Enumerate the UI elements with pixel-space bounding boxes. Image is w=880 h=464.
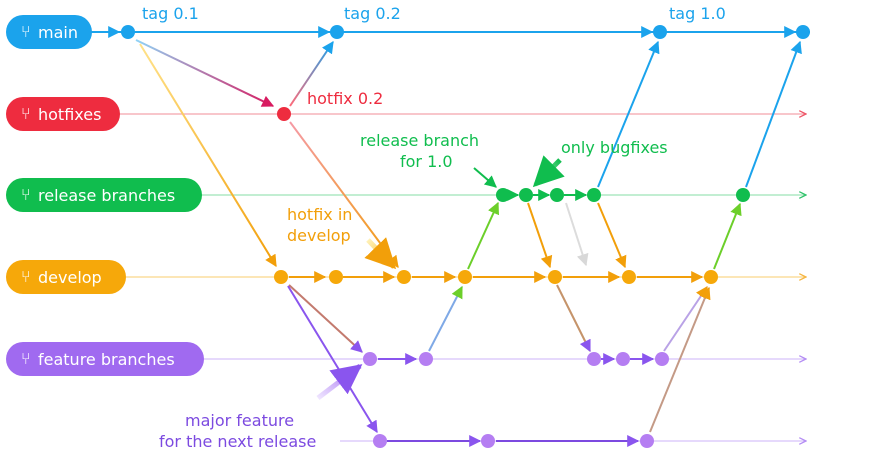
branch-pill-main: ⑂ main	[6, 15, 92, 49]
branch-label-release: release branches	[38, 186, 175, 205]
commit-feature	[655, 352, 669, 366]
commit-feature	[587, 352, 601, 366]
commit-release	[550, 188, 564, 202]
branch-label-main: main	[38, 23, 78, 42]
arrow-develop-to-feature	[288, 284, 363, 353]
arrow-develop-to-major	[287, 285, 378, 434]
commit-develop	[397, 270, 411, 284]
major-feature-label-2: for the next release	[159, 432, 316, 451]
hotfix-in-develop-label-2: develop	[287, 226, 351, 245]
commit-feature	[616, 352, 630, 366]
commit-feature	[363, 352, 377, 366]
branch-label-develop: develop	[38, 268, 102, 287]
pointer-only-bugfixes	[532, 155, 565, 188]
commit-release	[519, 188, 533, 202]
commit-develop	[458, 270, 472, 284]
commit-release	[587, 188, 601, 202]
branch-pill-release: ⑂ release branches	[6, 178, 202, 212]
annotation-pointers	[316, 155, 565, 400]
branch-pill-hotfixes: ⑂ hotfixes	[6, 97, 120, 131]
release-branch-label-2: for 1.0	[400, 152, 453, 171]
branch-pill-feature: ⑂ feature branches	[6, 342, 204, 376]
commit-main	[121, 25, 135, 39]
arrow-release-to-main-b	[745, 40, 802, 188]
arrow-release-to-develop-a	[527, 202, 553, 269]
branch-icon: ⑂	[21, 22, 31, 41]
tag-label-0-2: tag 0.2	[344, 4, 401, 23]
arrow-main-to-hotfix	[135, 39, 275, 107]
commit-major-feature	[640, 434, 654, 448]
tag-label-0-1: tag 0.1	[142, 4, 199, 23]
branch-icon: ⑂	[21, 104, 31, 123]
branch-labels: ⑂ main ⑂ hotfixes ⑂ release branches ⑂ d…	[6, 15, 204, 376]
arrow-feature-to-develop-b	[663, 286, 708, 352]
branch-icon: ⑂	[21, 185, 31, 204]
pointer-hotfix-in-develop	[364, 237, 397, 270]
commit-release	[496, 188, 510, 202]
hotfix-in-develop-label: hotfix in	[287, 205, 352, 224]
arrow-release-faded	[565, 202, 589, 267]
arrow-develop-to-feature-b	[556, 284, 591, 353]
arrow-feature-to-develop	[428, 285, 463, 352]
only-bugfixes-label: only bugfixes	[561, 138, 668, 157]
commit-main	[796, 25, 810, 39]
branch-pill-develop: ⑂ develop	[6, 260, 126, 294]
arrow-hotfix-to-main	[289, 41, 334, 107]
commit-feature	[419, 352, 433, 366]
pointer-release-branch	[473, 167, 497, 188]
arrow-main-to-develop	[139, 43, 277, 268]
branch-label-hotfixes: hotfixes	[38, 105, 101, 124]
commit-nodes	[121, 25, 810, 448]
pointer-major-feature	[316, 364, 363, 400]
arrow-develop-to-release-b	[713, 202, 742, 270]
branch-icon: ⑂	[21, 349, 31, 368]
major-feature-label: major feature	[185, 411, 294, 430]
commit-develop	[622, 270, 636, 284]
commit-main	[330, 25, 344, 39]
arrow-major-to-develop	[649, 286, 711, 433]
annotations: tag 0.1 tag 0.2 tag 1.0 hotfix 0.2 relea…	[142, 4, 726, 451]
commit-develop	[548, 270, 562, 284]
commit-release	[736, 188, 750, 202]
hotfix-label: hotfix 0.2	[307, 89, 383, 108]
commit-develop	[274, 270, 288, 284]
release-branch-label: release branch	[360, 131, 479, 150]
arrow-develop-to-release	[467, 201, 499, 270]
branch-icon: ⑂	[21, 267, 31, 286]
commit-develop	[329, 270, 343, 284]
commit-main	[653, 25, 667, 39]
merge-arrows	[135, 39, 802, 447]
arrow-release-to-develop-b	[597, 202, 627, 269]
tag-label-1-0: tag 1.0	[669, 4, 726, 23]
lane-lines	[90, 31, 810, 441]
arrow-release-to-main	[597, 40, 660, 188]
branch-label-feature: feature branches	[38, 350, 175, 369]
commit-develop	[704, 270, 718, 284]
commit-hotfix	[277, 107, 291, 121]
commit-major-feature	[481, 434, 495, 448]
commit-major-feature	[373, 434, 387, 448]
